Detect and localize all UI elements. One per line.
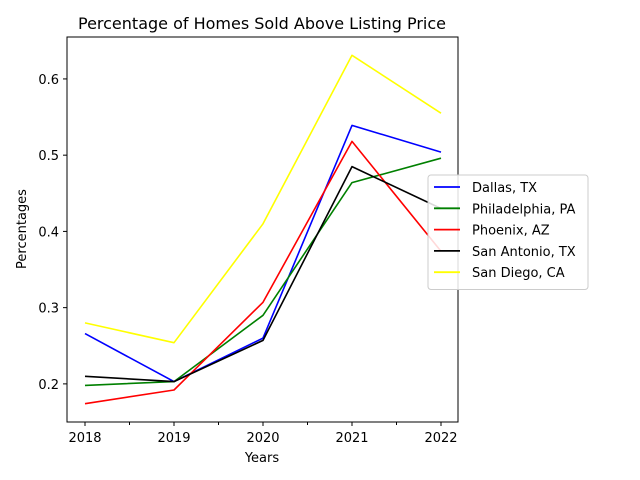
x-tick-label: 2020 <box>246 431 279 446</box>
series-line <box>84 124 442 383</box>
y-tick-label: 0.2 <box>38 378 59 393</box>
legend-label: Dallas, TX <box>472 181 537 196</box>
y-tick-label: 0.3 <box>38 302 59 317</box>
plot-area-frame <box>66 36 459 423</box>
series-line <box>84 157 442 387</box>
y-tick-label: 0.4 <box>38 225 59 240</box>
y-tick-label: 0.6 <box>38 73 59 88</box>
series-line <box>84 165 442 383</box>
chart-title: Percentage of Homes Sold Above Listing P… <box>78 14 446 33</box>
x-tick-label: 2022 <box>424 431 457 446</box>
series-line <box>84 140 442 405</box>
series-line <box>84 54 442 344</box>
y-tick-label: 0.5 <box>38 149 59 164</box>
x-tick-label: 2018 <box>68 431 101 446</box>
legend-label: San Diego, CA <box>472 266 565 281</box>
legend-label: Phoenix, AZ <box>472 224 550 239</box>
x-tick-label: 2021 <box>335 431 368 446</box>
legend-label: San Antonio, TX <box>472 245 576 260</box>
y-axis: 0.2 0.3 0.4 0.5 0.6 <box>38 73 67 393</box>
x-tick-label: 2019 <box>157 431 190 446</box>
legend: Dallas, TX Philadelphia, PA Phoenix, AZ San… <box>427 174 589 290</box>
legend-box <box>427 174 589 290</box>
y-axis-label: Percentages <box>15 189 30 269</box>
legend-label: Philadelphia, PA <box>472 202 575 217</box>
x-axis-label: Years <box>244 451 280 466</box>
series-lines <box>84 54 442 405</box>
x-axis: 2018 2019 2020 2021 2022 <box>68 422 458 446</box>
